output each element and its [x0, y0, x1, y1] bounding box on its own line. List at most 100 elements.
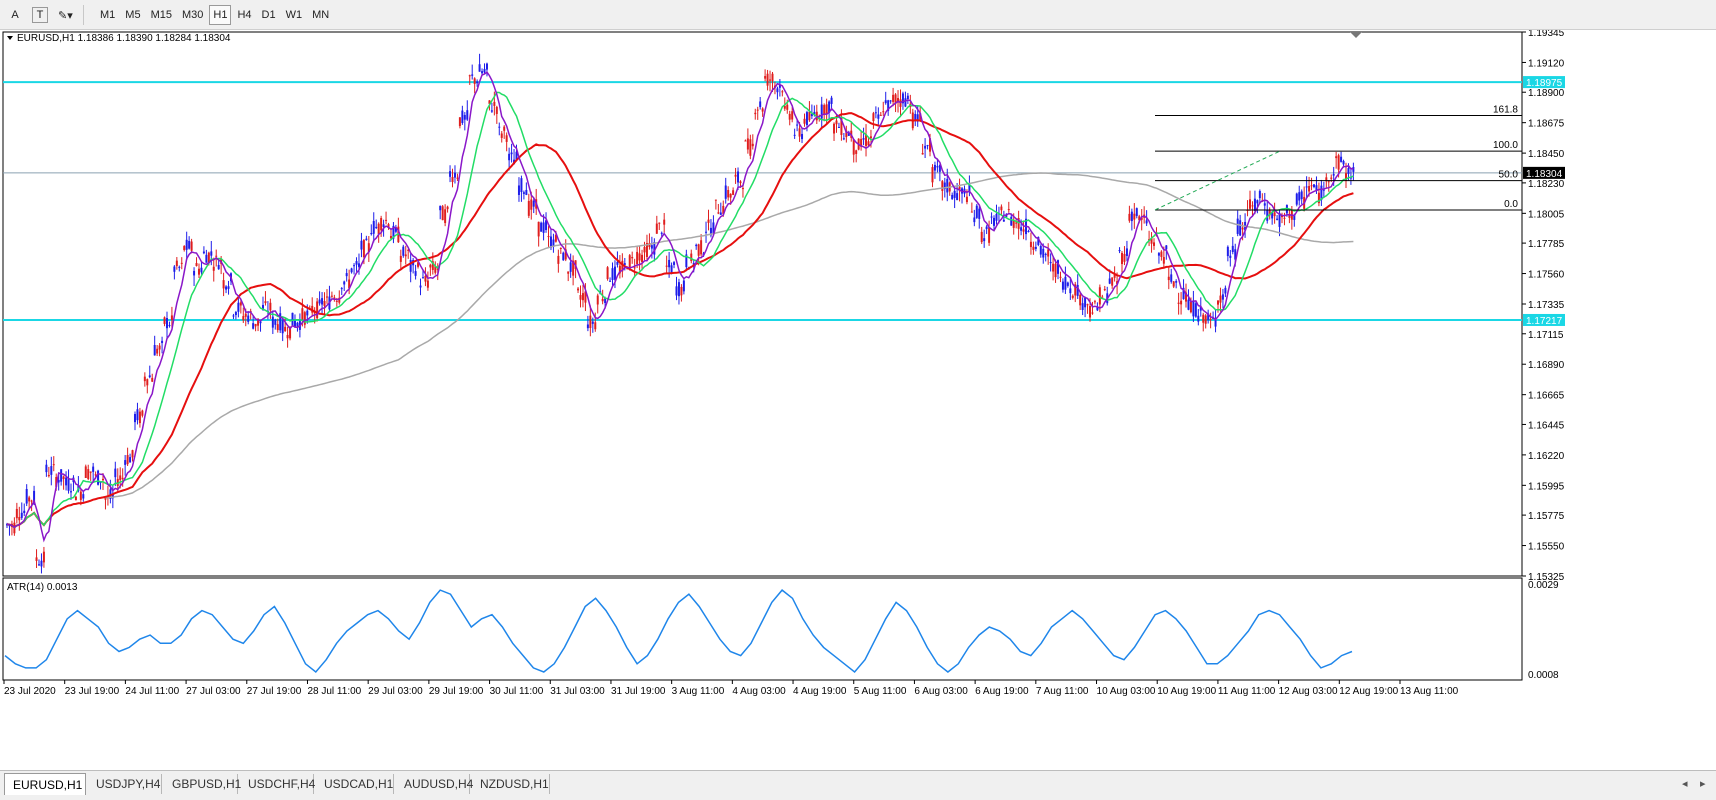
candle-body — [1266, 209, 1269, 221]
candle-body — [636, 251, 639, 265]
candle-body — [316, 301, 319, 319]
candle-body — [1103, 289, 1106, 291]
candle-body — [335, 300, 338, 302]
candle-body — [1327, 181, 1330, 183]
symbol-menu-arrow-icon[interactable] — [7, 36, 13, 40]
time-tick-label: 4 Aug 19:00 — [793, 686, 847, 697]
candle-body — [1059, 276, 1062, 278]
candle-body — [737, 171, 740, 183]
candle-body — [1111, 277, 1114, 286]
candle-body — [1192, 300, 1195, 317]
candle-body — [813, 111, 816, 115]
candle-body — [1187, 299, 1190, 310]
time-tick-label: 29 Jul 19:00 — [429, 686, 484, 697]
candle-body — [916, 114, 919, 122]
candle-body — [705, 231, 708, 233]
candle-body — [168, 325, 171, 327]
timeframe-m1-button[interactable]: M1 — [100, 9, 116, 21]
candle-body — [1086, 304, 1089, 306]
fib-level-label: 100.0 — [1493, 140, 1518, 151]
candle-body — [1034, 246, 1037, 249]
candle-body — [1308, 186, 1311, 192]
candle-body — [493, 101, 496, 106]
text-tool-button[interactable]: A — [4, 5, 26, 25]
candle-body — [1236, 218, 1239, 234]
time-tick-label: 23 Jul 2020 — [4, 686, 56, 697]
tab-usdcad-h1[interactable]: USDCAD,H1 — [316, 774, 394, 794]
candle-body — [613, 266, 616, 280]
candle-body — [865, 134, 868, 146]
candle-body — [350, 268, 353, 273]
candle-body — [1239, 220, 1242, 236]
candle-body — [409, 259, 412, 272]
ma-200-gray-line — [6, 172, 1354, 529]
candle-body — [1150, 238, 1153, 244]
price-chart-canvas[interactable]: 1.19345 1.19120 1.18900 1.18675 1.18450 1.182… — [0, 28, 1716, 770]
toolbar: A T ✎▾ M1 M5 M15 M30 H1 H4 D1 W1 MN — [0, 0, 1716, 30]
candle-body — [924, 145, 927, 149]
tab-scroll-right-icon[interactable]: ▸ — [1700, 778, 1706, 790]
candle-body — [237, 302, 240, 312]
timeframe-d1-button[interactable]: D1 — [261, 9, 276, 21]
candle-body — [1153, 242, 1156, 246]
shapes-tool-button[interactable]: ✎▾ — [54, 5, 77, 25]
candle-body — [446, 206, 449, 210]
candle-body — [983, 238, 986, 242]
atr-line — [4, 589, 1353, 674]
chart-window[interactable]: 1.19345 1.19120 1.18900 1.18675 1.18450 1.182… — [0, 28, 1716, 770]
candle-body — [453, 172, 456, 178]
candle-body — [988, 227, 991, 243]
fib-trend-line[interactable] — [1154, 150, 1281, 211]
candle-body — [1027, 231, 1030, 233]
timeframe-mn-button[interactable]: MN — [312, 9, 330, 21]
price-tick-label: 1.17785 — [1528, 239, 1565, 250]
candle-body — [892, 94, 895, 102]
tab-audusd-h4[interactable]: AUDUSD,H4 — [396, 774, 473, 794]
candle-body — [1157, 253, 1160, 256]
candle-body — [392, 225, 395, 239]
time-tick-label: 3 Aug 11:00 — [672, 686, 725, 697]
candle-body — [1118, 250, 1121, 252]
timeframe-m30-button[interactable]: M30 — [181, 9, 204, 21]
timeframe-h4-button[interactable]: H4 — [237, 9, 252, 21]
candle-body — [426, 280, 429, 288]
candle-body — [175, 260, 178, 267]
candle-body — [362, 240, 365, 258]
time-tick-label: 27 Jul 19:00 — [247, 686, 302, 697]
candle-body — [421, 277, 424, 279]
candle-body — [1231, 245, 1234, 252]
candle-body — [414, 271, 417, 276]
time-tick-label: 10 Aug 19:00 — [1157, 686, 1216, 697]
text-tool-icon: A — [11, 9, 19, 21]
candle-body — [990, 216, 993, 218]
candle-body — [424, 275, 427, 282]
candle-body — [225, 286, 228, 290]
candle-body — [1320, 185, 1323, 201]
candle-body — [589, 315, 592, 329]
timeframe-w1-button[interactable]: W1 — [285, 9, 303, 21]
candle-body — [739, 181, 742, 184]
candle-body — [798, 128, 801, 137]
candle-body — [1165, 245, 1168, 250]
candle-body — [968, 184, 971, 192]
chart-shift-marker-icon[interactable] — [1350, 32, 1362, 38]
timeframe-m5-button[interactable]: M5 — [125, 9, 141, 21]
candle-body — [1047, 249, 1050, 257]
tab-gbpusd-h1[interactable]: GBPUSD,H1 — [164, 774, 241, 794]
candle-body — [995, 213, 998, 221]
candle-body — [867, 141, 870, 146]
candle-body — [697, 244, 700, 256]
text-label-tool-button[interactable]: T — [32, 7, 48, 23]
tab-usdjpy-h4[interactable]: USDJPY,H4 — [88, 774, 162, 794]
candle-body — [188, 240, 191, 249]
tab-usdchf-h4[interactable]: USDCHF,H4 — [240, 774, 315, 794]
tab-scroll-left-icon[interactable]: ◂ — [1682, 778, 1688, 790]
candle-body — [1322, 189, 1325, 191]
tab-nzdusd-h1[interactable]: NZDUSD,H1 — [472, 774, 550, 794]
candle-body — [286, 334, 289, 339]
tab-eurusd-h1[interactable]: EURUSD,H1 — [4, 773, 86, 795]
timeframe-h1-button[interactable]: H1 — [209, 5, 232, 25]
timeframe-m15-button[interactable]: M15 — [150, 9, 172, 21]
candle-body — [101, 478, 104, 481]
price-tick-label: 1.15550 — [1528, 542, 1565, 553]
